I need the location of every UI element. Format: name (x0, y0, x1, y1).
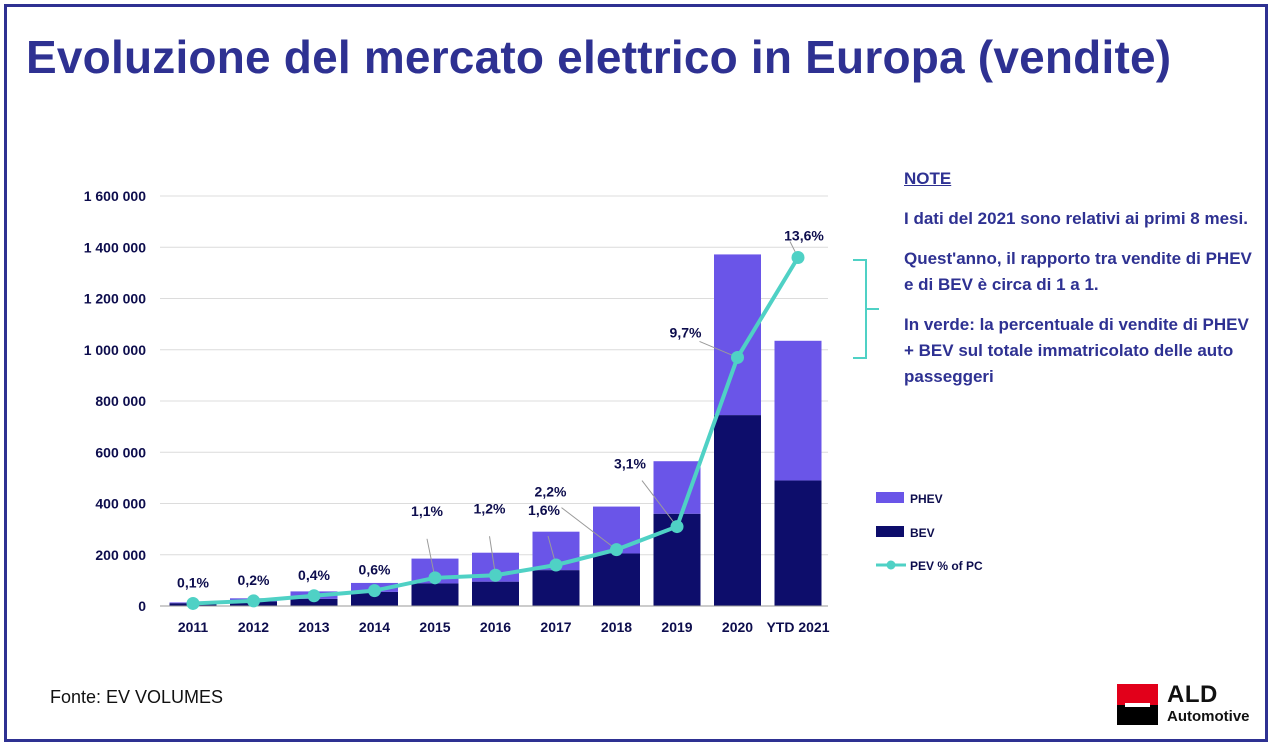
pev-marker (247, 594, 260, 608)
y-tick-label: 1 600 000 (84, 188, 146, 204)
label-leader (699, 340, 738, 358)
bar-bev (411, 583, 459, 606)
pev-line (192, 256, 800, 606)
bar-bev (351, 591, 398, 606)
y-tick-label: 800 000 (95, 393, 146, 409)
pev-percent-label: 1,2% (474, 500, 506, 516)
pev-marker (791, 251, 805, 264)
x-tick-label: 2013 (298, 619, 329, 635)
logo-name: ALD (1167, 681, 1218, 708)
legend-bev-swatch (876, 526, 904, 537)
pev-percent-label: 0,2% (238, 572, 270, 588)
x-tick-label: 2017 (540, 619, 571, 635)
pev-percent-label: 2,2% (535, 484, 567, 500)
bar-bev (472, 581, 519, 606)
label-leader (489, 536, 496, 576)
x-tick-label: YTD 2021 (766, 619, 829, 635)
notes-heading: NOTE (904, 169, 952, 188)
note-green-line: In verde: la percentuale di vendite di P… (904, 315, 1249, 386)
x-tick-label: 2016 (480, 619, 511, 635)
bar-bev (593, 553, 640, 606)
pev-percent-label: 1,1% (411, 503, 443, 519)
note-phev-bev-ratio: Quest'anno, il rapporto tra vendite di P… (904, 249, 1252, 294)
source-note: Fonte: EV VOLUMES (50, 687, 224, 707)
label-leader (641, 480, 678, 527)
label-leader (561, 507, 617, 551)
bar-phev (714, 254, 761, 416)
pev-percent-label: 0,1% (177, 574, 209, 590)
bar-phev (653, 461, 701, 514)
y-tick-label: 600 000 (95, 444, 146, 460)
ald-automotive-logo: ALD Automotive (1117, 681, 1267, 728)
x-tick-label: 2015 (419, 619, 450, 635)
slide-frame (4, 4, 1268, 742)
y-tick-label: 0 (138, 598, 146, 614)
logo-mark-icon (1117, 684, 1158, 725)
label-leader (426, 538, 436, 578)
page-title: Evoluzione del mercato elettrico in Euro… (26, 31, 1172, 83)
pev-marker (428, 571, 442, 585)
x-tick-label: 2011 (178, 619, 209, 635)
pev-marker (610, 543, 623, 557)
pev-percent-label: 13,6% (784, 228, 824, 244)
pev-marker (186, 596, 200, 610)
bar-bev (290, 598, 338, 606)
note-data-2021: I dati del 2021 sono relativi ai primi 8… (904, 209, 1248, 228)
pev-marker (731, 350, 744, 364)
bar-bev (532, 570, 580, 606)
pev-marker (549, 558, 563, 572)
bar-phev (774, 340, 822, 481)
pev-percent-label: 0,4% (298, 567, 330, 583)
pev-marker (307, 589, 321, 603)
bar-bev (714, 415, 761, 606)
legend-pev-label: PEV % of PC (910, 559, 983, 573)
legend-bev-label: BEV (910, 526, 935, 540)
y-tick-label: 1 000 000 (84, 342, 146, 358)
pev-percent-label: 3,1% (614, 456, 646, 472)
notes-panel: NOTE I dati del 2021 sono relativi ai pr… (904, 166, 1254, 404)
x-tick-label: 2020 (722, 619, 753, 635)
pev-percent-label: 0,6% (359, 562, 391, 578)
legend-phev-label: PHEV (910, 492, 943, 506)
x-tick-label: 2014 (359, 619, 390, 635)
notes-bracket (853, 259, 879, 359)
y-tick-label: 1 200 000 (84, 291, 146, 307)
y-tick-label: 400 000 (95, 496, 146, 512)
logo-subtitle: Automotive (1167, 708, 1250, 725)
pev-marker (670, 520, 684, 534)
x-tick-label: 2012 (238, 619, 269, 635)
legend-pev-marker (886, 560, 896, 570)
x-tick-label: 2018 (601, 619, 632, 635)
legend-phev-swatch (876, 492, 904, 503)
pev-percent-label: 1,6% (528, 502, 560, 518)
x-tick-label: 2019 (661, 619, 692, 635)
bar-bev (774, 480, 822, 606)
y-tick-label: 1 400 000 (84, 239, 146, 255)
pev-marker (368, 584, 381, 598)
pev-percent-label: 9,7% (670, 324, 702, 340)
pev-marker (489, 568, 502, 582)
y-tick-label: 200 000 (95, 547, 146, 563)
